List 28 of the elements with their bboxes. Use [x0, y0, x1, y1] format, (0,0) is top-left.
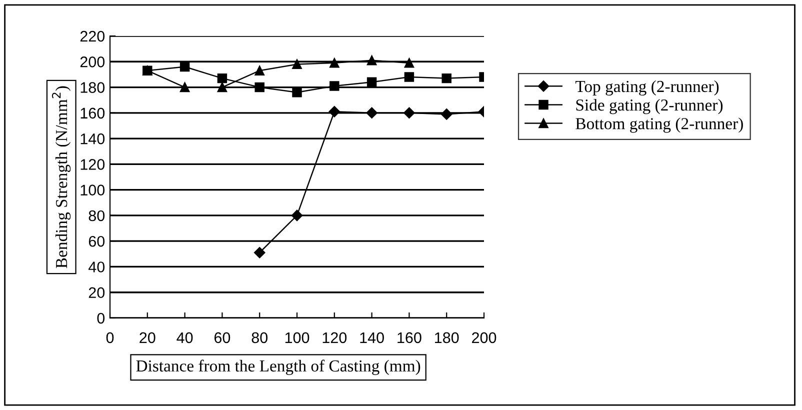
x-tick-label: 140	[360, 332, 384, 344]
legend-label: Side gating (2-runner)	[576, 98, 723, 114]
x-tick-label: 160	[398, 332, 422, 344]
y-tick-label: 120	[80, 159, 105, 170]
y-tick-label: 40	[88, 262, 105, 272]
y-tick-label: 160	[80, 108, 105, 119]
y-tick-label: 80	[88, 210, 105, 222]
x-tick-label: 0	[106, 332, 114, 344]
y-tick-label: 20	[88, 287, 105, 298]
x-tick-label: 60	[214, 332, 230, 344]
x-axis-title: Distance from the Length of Casting (mm)	[136, 360, 420, 376]
y-axis-title: Bending Strength (N/mm$^{2}$)	[52, 86, 71, 268]
x-tick-label: 120	[322, 332, 347, 344]
x-tick-label: 40	[176, 332, 193, 344]
x-tick-label: 20	[140, 332, 156, 344]
y-tick-label: 200	[80, 56, 105, 68]
y-tick-label: 100	[80, 184, 105, 196]
y-tick-label: 0	[97, 312, 105, 324]
y-tick-label: 140	[80, 133, 105, 144]
x-tick-label: 80	[252, 332, 268, 344]
y-tick-label: 180	[80, 82, 105, 93]
y-tick-label: 60	[88, 236, 105, 247]
x-tick-label: 200	[472, 332, 496, 344]
legend-label: Top gating (2-runner)	[575, 80, 719, 96]
x-tick-label: 100	[285, 332, 310, 344]
x-tick-label: 180	[435, 332, 459, 344]
y-tick-label: 220	[80, 30, 105, 42]
legend-label: Bottom gating (2-runner)	[576, 118, 743, 133]
